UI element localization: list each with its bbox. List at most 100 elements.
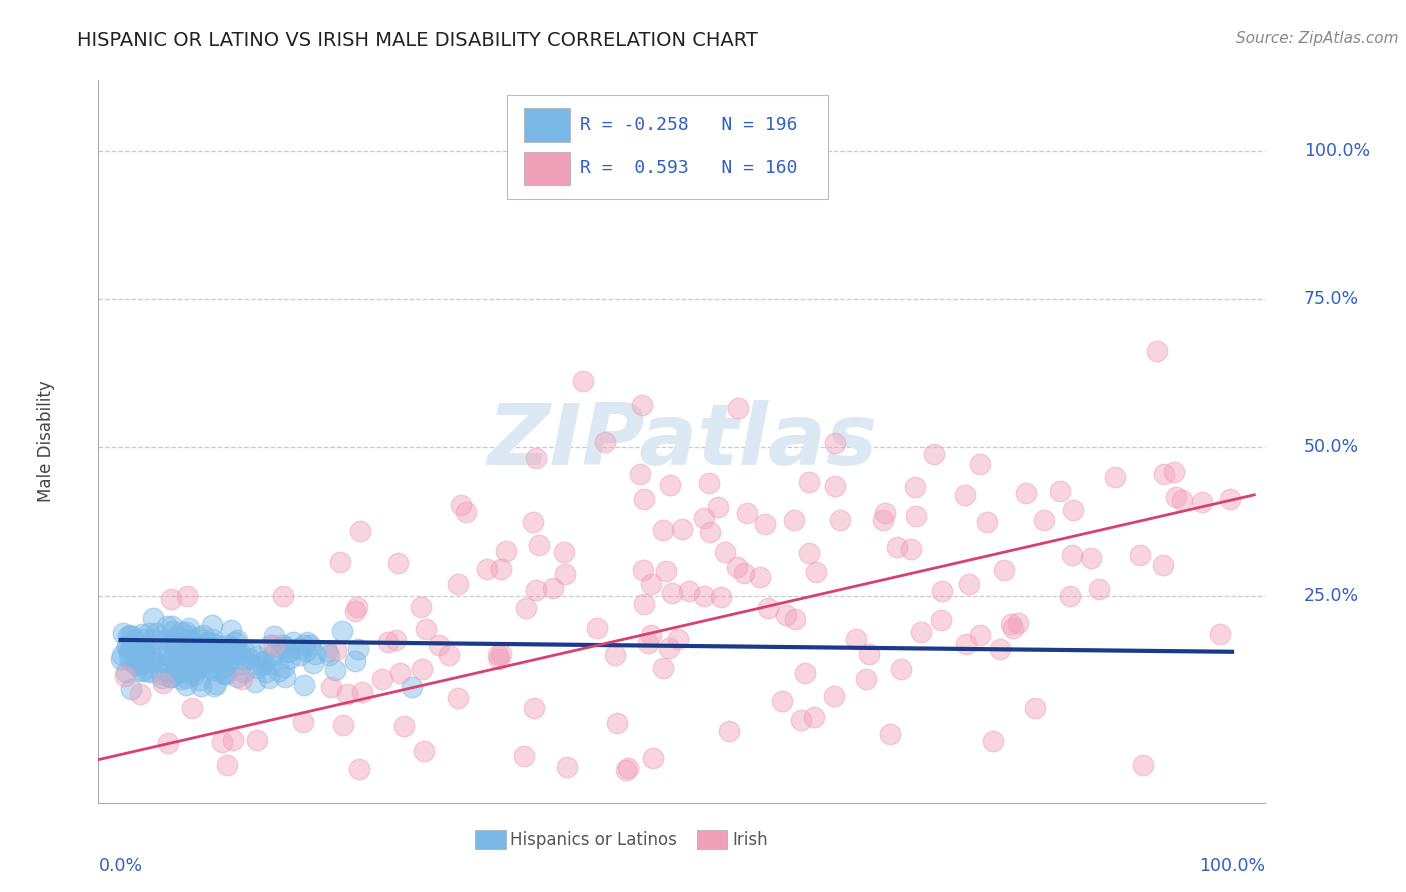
Point <box>1104 470 1126 484</box>
Text: 25.0%: 25.0% <box>1303 587 1360 605</box>
Point <box>637 636 659 650</box>
Point <box>661 586 683 600</box>
Point <box>931 613 953 627</box>
Point <box>125 658 148 673</box>
Point <box>122 640 145 655</box>
Point <box>783 513 806 527</box>
Point <box>174 671 197 685</box>
Point <box>157 648 180 662</box>
Point <box>115 640 138 655</box>
Point <box>790 713 813 727</box>
Point <box>770 694 793 708</box>
Point <box>775 607 797 622</box>
Point <box>246 648 269 663</box>
Point <box>117 629 139 643</box>
Point <box>127 643 149 657</box>
Point <box>377 634 399 648</box>
Point <box>330 624 353 639</box>
Point <box>489 647 512 661</box>
Point <box>155 657 177 671</box>
Point <box>370 673 392 687</box>
Point <box>388 665 411 680</box>
Point <box>858 647 880 661</box>
Point <box>292 714 315 729</box>
Point <box>209 661 232 675</box>
Point <box>208 653 231 667</box>
Point <box>905 508 928 523</box>
Point <box>207 644 229 658</box>
Point <box>250 658 273 673</box>
Point <box>172 644 194 658</box>
Point <box>593 434 616 449</box>
Point <box>211 647 233 661</box>
Point <box>1000 617 1022 632</box>
Point <box>671 523 693 537</box>
Point <box>142 651 165 665</box>
Point <box>957 577 980 591</box>
Point <box>325 642 347 657</box>
Point <box>181 700 204 714</box>
Point <box>270 641 292 656</box>
Point <box>226 632 249 647</box>
Point <box>163 631 186 645</box>
Point <box>717 723 740 738</box>
Point <box>233 643 256 657</box>
Point <box>134 645 156 659</box>
Point <box>190 679 212 693</box>
Point <box>666 632 689 647</box>
Point <box>633 598 655 612</box>
Point <box>347 642 370 657</box>
Point <box>697 475 720 490</box>
Point <box>131 627 153 641</box>
Point <box>180 666 202 681</box>
Point <box>224 635 246 649</box>
Point <box>217 648 239 663</box>
Point <box>253 654 276 668</box>
Point <box>804 566 827 580</box>
Point <box>136 664 159 678</box>
Point <box>315 644 337 658</box>
Point <box>295 635 318 649</box>
Point <box>794 666 817 681</box>
Point <box>640 628 662 642</box>
Point <box>193 655 215 669</box>
Point <box>450 498 472 512</box>
Point <box>983 734 1005 748</box>
Point <box>993 563 1015 577</box>
Point <box>1060 548 1083 562</box>
Text: 75.0%: 75.0% <box>1303 291 1360 309</box>
Point <box>174 638 197 652</box>
Point <box>678 583 700 598</box>
FancyBboxPatch shape <box>697 830 727 849</box>
Point <box>202 663 225 677</box>
Point <box>271 638 294 652</box>
FancyBboxPatch shape <box>508 95 828 200</box>
Point <box>188 641 211 656</box>
Point <box>211 735 233 749</box>
Point <box>803 710 825 724</box>
Point <box>488 651 510 665</box>
Point <box>225 670 247 684</box>
Point <box>173 653 195 667</box>
Point <box>392 719 415 733</box>
Point <box>385 633 408 648</box>
Point <box>1080 551 1102 566</box>
Text: ZIPatlas: ZIPatlas <box>486 400 877 483</box>
Point <box>160 637 183 651</box>
Point <box>162 650 184 665</box>
Point <box>111 648 134 662</box>
Point <box>159 591 181 606</box>
Point <box>734 566 756 580</box>
Point <box>190 641 212 656</box>
Point <box>156 619 179 633</box>
Point <box>160 670 183 684</box>
Point <box>1002 622 1025 636</box>
Point <box>138 626 160 640</box>
Point <box>524 582 547 597</box>
Point <box>238 650 260 665</box>
Point <box>323 663 346 677</box>
Point <box>651 661 673 675</box>
Point <box>387 556 409 570</box>
Point <box>120 681 142 696</box>
Point <box>231 672 253 686</box>
